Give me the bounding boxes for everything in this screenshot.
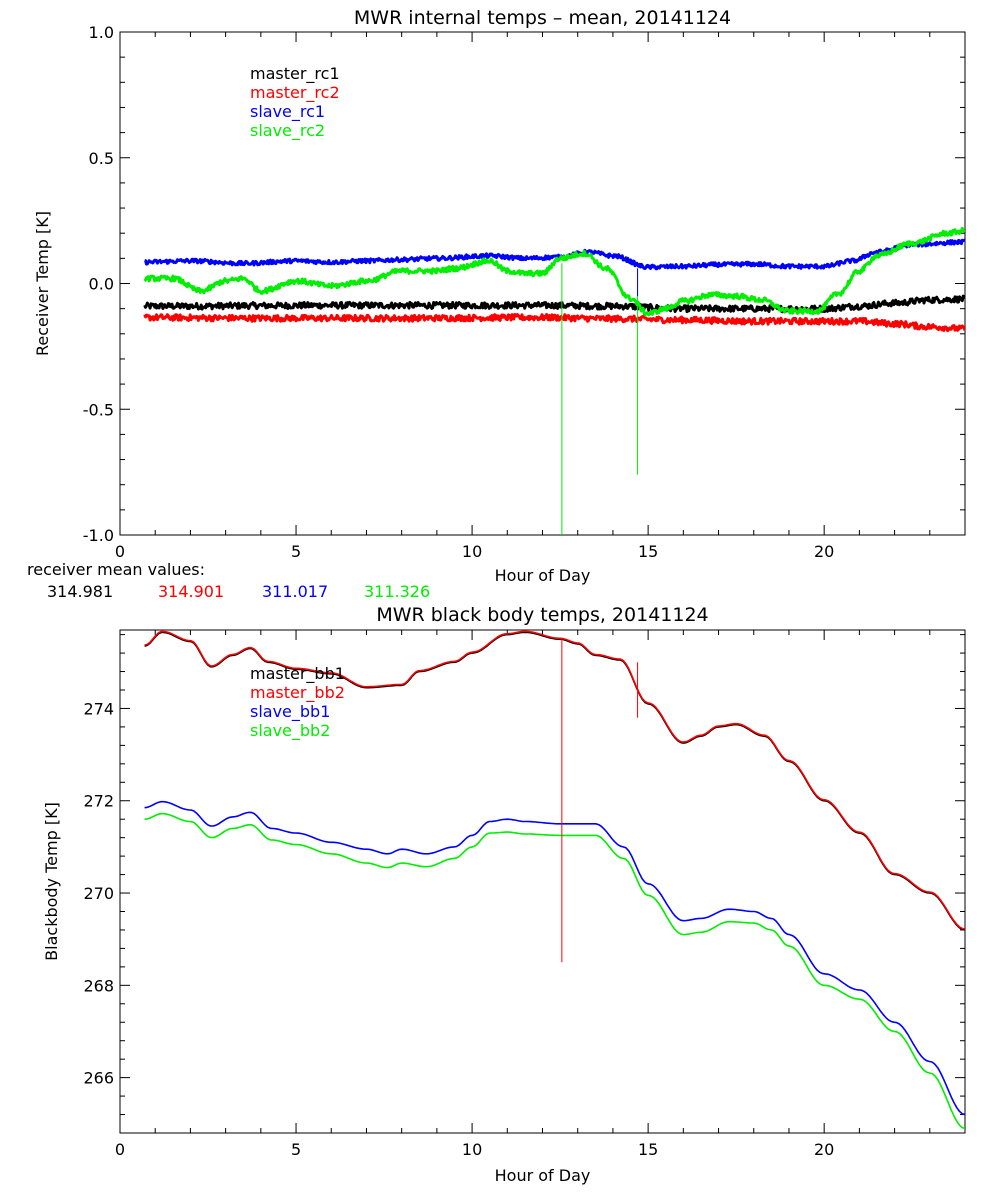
legend-entry: master_bb1 xyxy=(250,664,345,684)
y-tick-label: 266 xyxy=(83,1069,114,1088)
legend-entry: slave_bb1 xyxy=(250,702,330,722)
series-line-slave_rc1 xyxy=(144,238,965,271)
receiver-mean-value: 314.901 xyxy=(158,582,224,601)
x-tick-label: 0 xyxy=(115,542,125,561)
legend-entry: master_bb2 xyxy=(250,683,345,703)
receiver-mean-value: 314.981 xyxy=(47,582,113,601)
x-tick-label: 20 xyxy=(814,1140,834,1159)
x-tick-label: 15 xyxy=(638,542,658,561)
chart-title: MWR internal temps – mean, 20141124 xyxy=(354,7,731,29)
chart-title: MWR black body temps, 20141124 xyxy=(376,604,708,626)
series-line-slave_bb2 xyxy=(144,812,965,1130)
y-tick-label: 274 xyxy=(83,699,114,718)
x-tick-label: 20 xyxy=(814,542,834,561)
receiver-mean-label: receiver mean values: xyxy=(27,560,205,579)
y-axis-label: Blackbody Temp [K] xyxy=(42,802,61,961)
legend-entry: slave_bb2 xyxy=(250,721,330,741)
series-line-slave_bb1 xyxy=(144,800,965,1116)
receiver-mean-value: 311.017 xyxy=(262,582,328,601)
receiver-mean-value: 311.326 xyxy=(364,582,430,601)
x-tick-label: 5 xyxy=(291,1140,301,1159)
series-group xyxy=(143,226,965,535)
x-tick-label: 0 xyxy=(115,1140,125,1159)
y-tick-label: 1.0 xyxy=(89,23,114,42)
x-axis-label: Hour of Day xyxy=(495,566,591,585)
series-group xyxy=(144,630,965,1130)
plot-frame xyxy=(119,31,966,536)
series-line-master_rc2 xyxy=(143,313,965,333)
y-tick-label: 270 xyxy=(83,884,114,903)
y-tick-label: 0.0 xyxy=(89,275,114,294)
x-tick-label: 10 xyxy=(462,542,482,561)
y-axis-label: Receiver Temp [K] xyxy=(33,211,52,356)
series-line-slave_rc2 xyxy=(143,226,965,317)
legend-entry: slave_rc2 xyxy=(250,121,325,141)
y-tick-label: 272 xyxy=(83,792,114,811)
series-line-master_rc1 xyxy=(143,294,965,314)
y-tick-label: -1.0 xyxy=(83,526,114,545)
y-tick-label: 268 xyxy=(83,976,114,995)
x-tick-label: 10 xyxy=(462,1140,482,1159)
x-axis-label: Hour of Day xyxy=(495,1166,591,1185)
series-line-master_bb2 xyxy=(144,630,965,930)
legend-entry: slave_rc1 xyxy=(250,102,325,122)
x-tick-label: 5 xyxy=(291,542,301,561)
plot-1: 0 5 10 15 20 -1.0 -0.5 0.0 0.5 1.0 MWR internal te… xyxy=(33,7,966,585)
plot-2: 0 5 10 15 20 266 268 270 272 274 MWR black body te… xyxy=(42,604,966,1185)
y-tick-label: 0.5 xyxy=(89,149,114,168)
y-tick-label: -0.5 xyxy=(83,400,114,419)
x-tick-label: 15 xyxy=(638,1140,658,1159)
legend-entry: master_rc2 xyxy=(250,83,340,103)
legend-entry: master_rc1 xyxy=(250,64,340,84)
plot-frame xyxy=(119,629,966,1134)
